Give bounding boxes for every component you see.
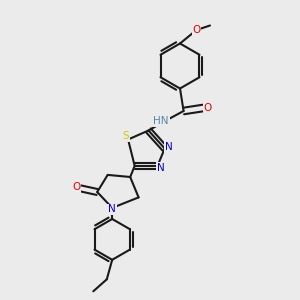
Text: S: S	[122, 131, 129, 142]
Text: HN: HN	[153, 116, 169, 126]
Text: O: O	[203, 103, 212, 113]
Text: O: O	[72, 182, 80, 192]
Text: N: N	[108, 204, 116, 214]
Text: O: O	[192, 25, 201, 35]
Text: N: N	[157, 163, 165, 173]
Text: N: N	[165, 142, 173, 152]
